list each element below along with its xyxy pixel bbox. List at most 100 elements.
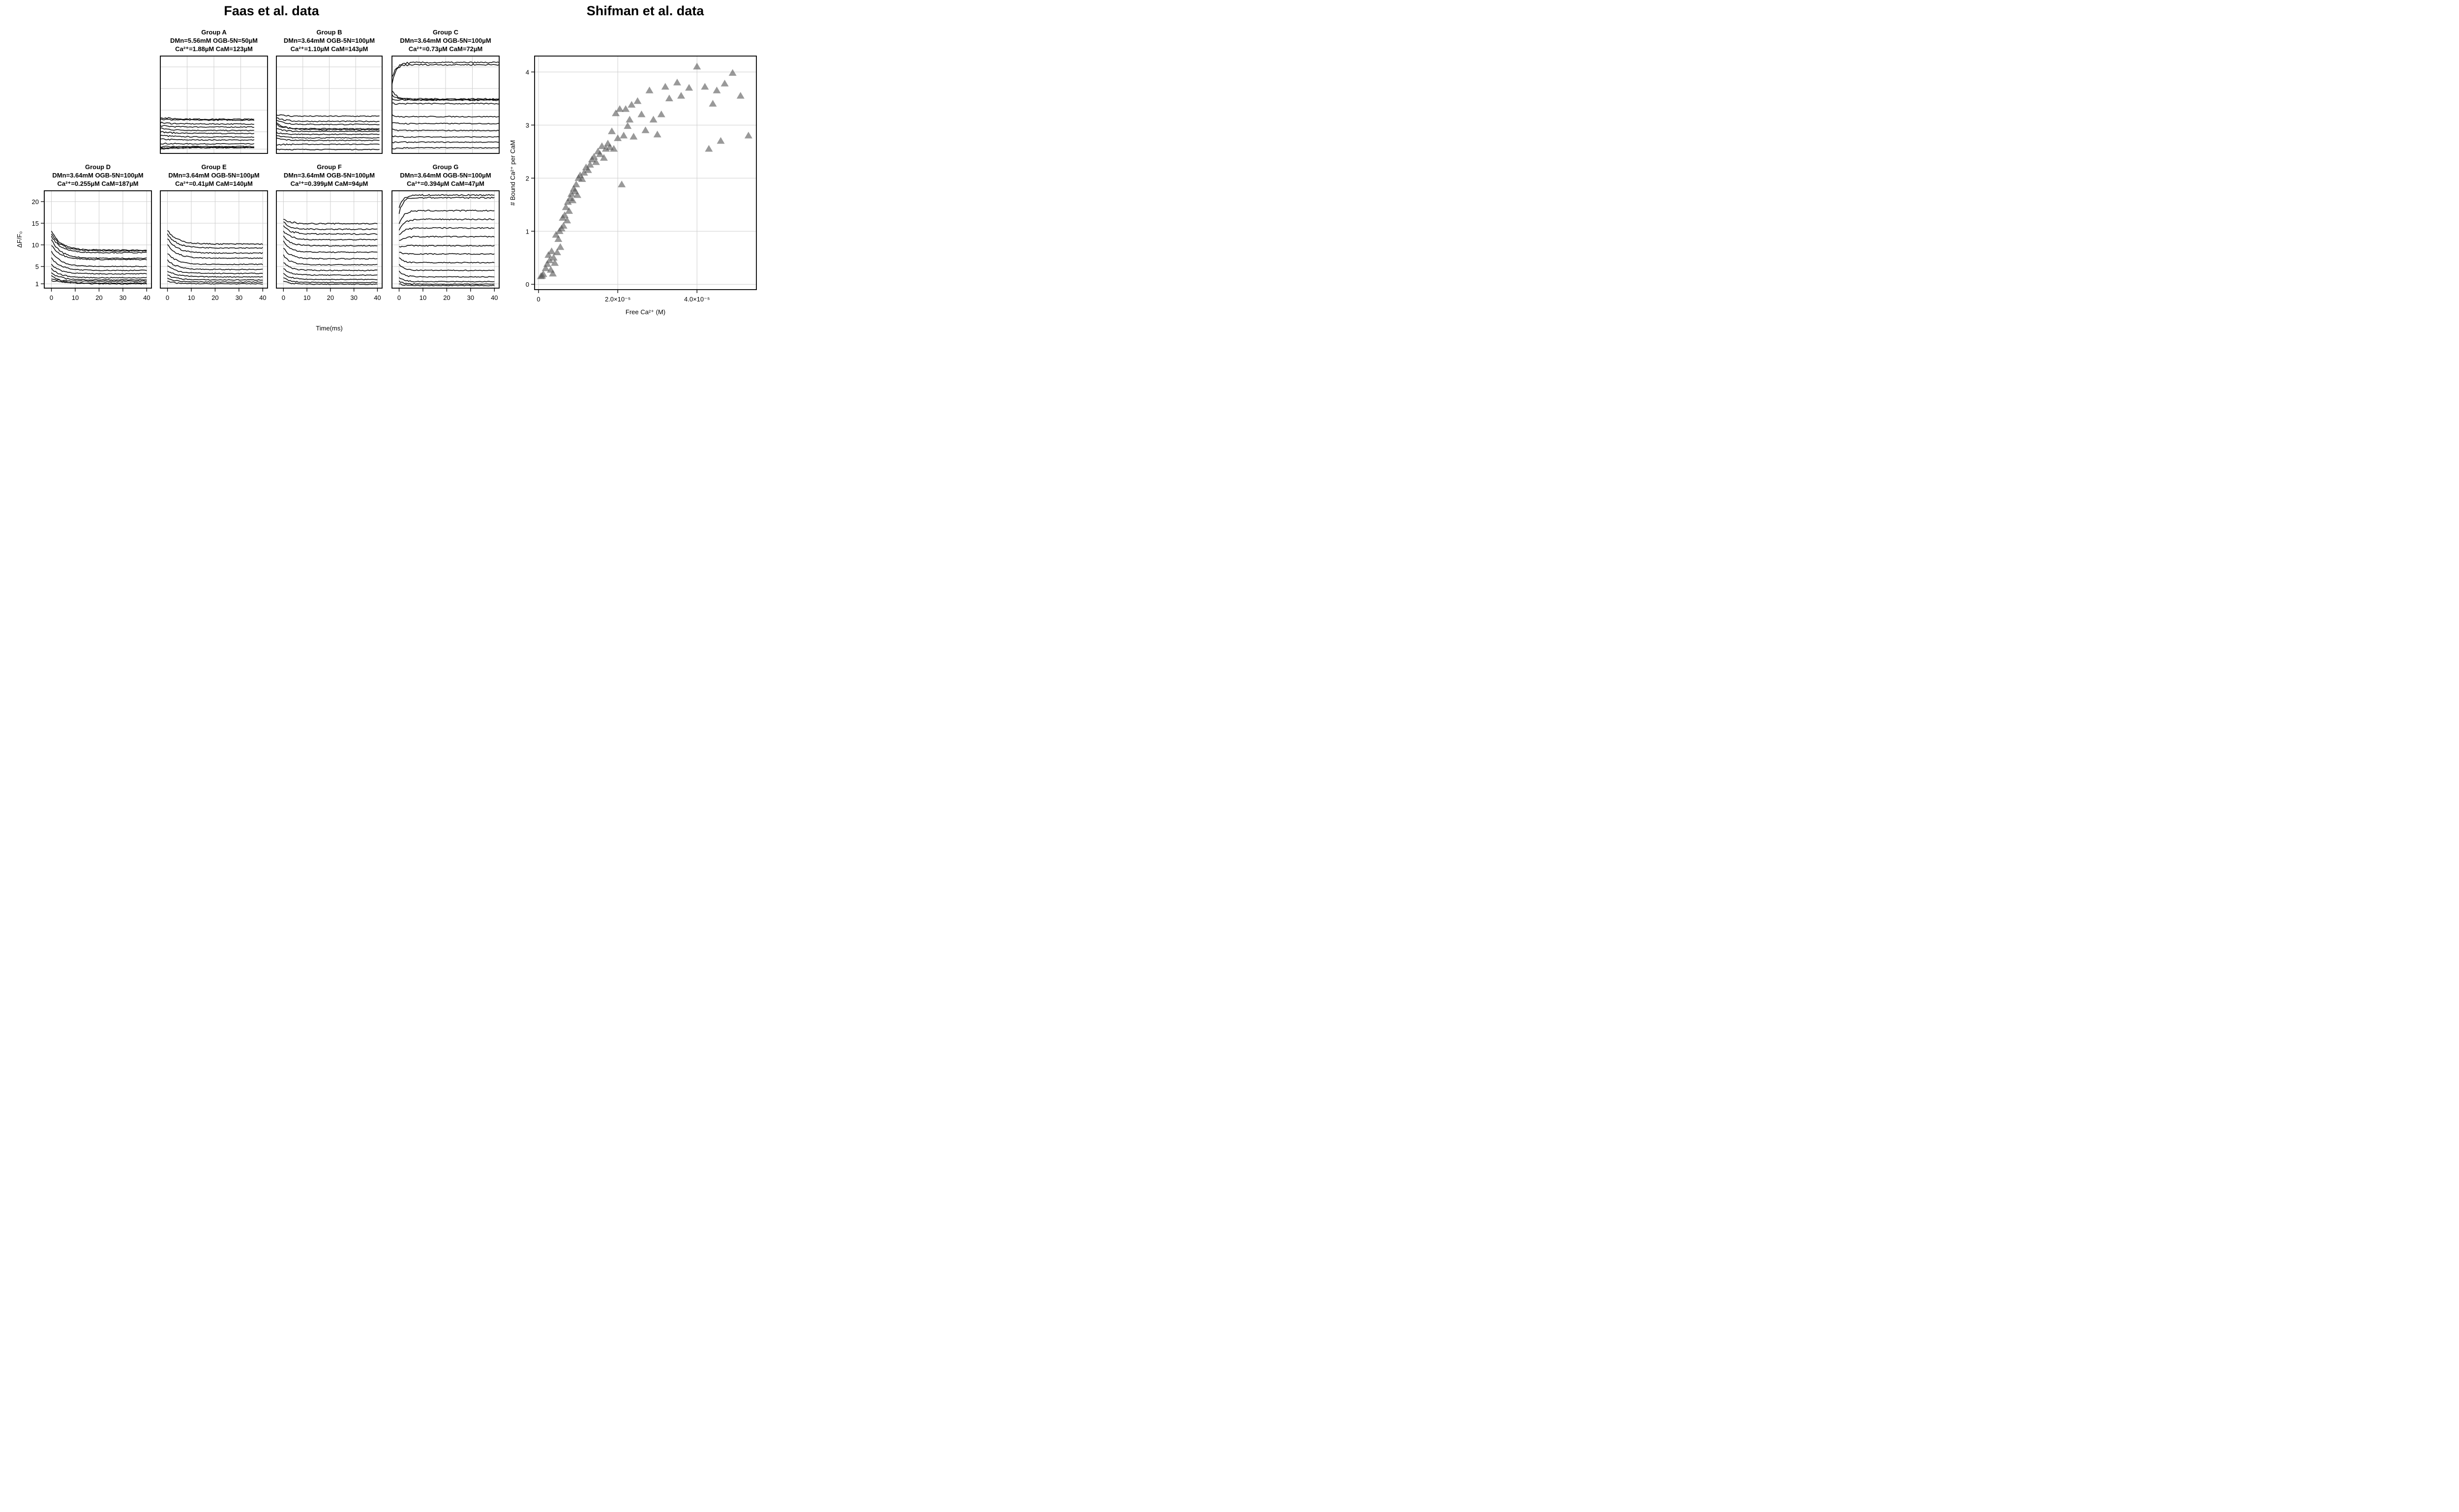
y-tick-label: 1 (35, 280, 39, 288)
panel-C-trace (391, 114, 500, 118)
x-tick-label: 4.0×10⁻⁵ (684, 296, 710, 303)
panel-A-trace (160, 127, 254, 132)
scatter-point (657, 110, 665, 118)
scatter-point (608, 127, 616, 134)
panel-E-trace (167, 277, 263, 283)
y-axis-label: ΔF/F₀ (16, 231, 23, 248)
panel-G-trace (398, 209, 495, 224)
panel-F-trace (283, 240, 378, 253)
scatter-point (563, 216, 571, 224)
scatter-point (717, 137, 725, 144)
scatter-point (556, 243, 565, 250)
panel-B-trace (276, 119, 380, 125)
panel-D-trace (51, 267, 147, 279)
panel-G-trace (399, 236, 495, 241)
panel-B-trace (276, 135, 380, 139)
x-tick-label: 10 (420, 294, 426, 301)
x-tick-label: 0 (166, 294, 169, 301)
scatter-point (626, 116, 634, 123)
faas-title: Faas et al. data (224, 3, 320, 18)
x-tick-label: 40 (491, 294, 498, 301)
panel-D-title-line: DMn=3.64mM OGB-5N=100µM (52, 172, 143, 179)
panel-E-frame (160, 190, 268, 289)
panel-A-trace (160, 131, 254, 135)
scatter-point (614, 134, 622, 141)
panel-G-trace (398, 270, 495, 278)
scatter-point (645, 87, 654, 93)
scatter-point (549, 254, 558, 261)
panel-A-trace (160, 138, 255, 141)
x-tick-label: 10 (72, 294, 79, 301)
panel-B-trace (276, 122, 380, 131)
panel-D-trace (51, 264, 147, 275)
panel-F-trace (283, 262, 378, 271)
panel-E-title-line: Ca²⁺=0.41µM CaM=140µM (175, 180, 253, 187)
panel-C-trace (391, 122, 500, 125)
x-tick-label: 0 (50, 294, 53, 301)
panel-F-frame (276, 190, 383, 289)
scatter-point (549, 269, 557, 277)
panel-D-trace (51, 236, 147, 254)
scatter-point (600, 154, 608, 161)
panel-D-title-line: Group D (85, 163, 111, 171)
y-tick-label: 1 (526, 228, 529, 235)
panel-D-trace (51, 251, 147, 267)
y-tick-label: 5 (35, 263, 39, 270)
x-tick-label: 20 (211, 294, 218, 301)
panel-C-trace (391, 94, 500, 100)
panel-C-frame (391, 56, 500, 154)
panel-F-trace (283, 273, 378, 280)
panel-C-trace (391, 63, 500, 77)
scatter-point (572, 180, 580, 187)
panel-G-title-line: Group G (433, 163, 459, 171)
x-tick-label: 20 (443, 294, 450, 301)
panel-A-trace (160, 146, 254, 148)
panel-E-trace (167, 253, 263, 266)
panel-E-trace (167, 259, 263, 270)
scatter-point (705, 145, 713, 152)
scatter-point (584, 166, 592, 173)
panel-E-trace (167, 274, 263, 281)
panel-E-trace (167, 270, 263, 278)
panel-G-title-line: DMn=3.64mM OGB-5N=100µM (400, 172, 491, 179)
scatter-point (630, 133, 638, 140)
x-tick-label: 0 (282, 294, 285, 301)
scatter-point (559, 222, 568, 229)
panel-G-trace (398, 280, 495, 285)
panel-C-title-line: DMn=3.64mM OGB-5N=100µM (400, 37, 491, 44)
panel-G-trace (399, 257, 495, 264)
scatter-point (592, 158, 600, 165)
panel-F-trace (283, 236, 378, 247)
panel-A-frame (160, 56, 268, 154)
panel-G-trace (398, 194, 495, 208)
scatter-point (649, 116, 658, 123)
scatter-point (551, 259, 559, 266)
panel-D-trace (51, 234, 147, 252)
scatter-point (709, 100, 717, 107)
panel-A-trace (160, 135, 254, 138)
panel-C-trace (391, 61, 500, 85)
panel-Shifman-frame (534, 56, 757, 290)
x-axis-label: Free Ca²⁺ (M) (626, 308, 665, 316)
scatter-point (553, 248, 561, 256)
scatter-point (713, 87, 721, 93)
panel-F-trace (283, 268, 378, 276)
scatter-point (543, 260, 551, 267)
scatter-point (701, 83, 709, 90)
panel-G-trace (398, 196, 495, 214)
panel-C-trace (391, 147, 500, 149)
scatter-point (573, 191, 581, 198)
y-tick-label: 3 (526, 121, 529, 129)
panel-B-trace (276, 114, 380, 117)
scatter-point (744, 131, 752, 139)
x-tick-label: 30 (120, 294, 126, 301)
panel-E-trace (167, 265, 263, 274)
panel-D-trace (51, 231, 147, 251)
panel-F-trace (283, 225, 378, 235)
scatter-point (728, 69, 737, 76)
panel-A-trace (160, 125, 254, 128)
panel-B-title-line: DMn=3.64mM OGB-5N=100µM (284, 37, 375, 44)
panel-E-trace (167, 230, 263, 245)
